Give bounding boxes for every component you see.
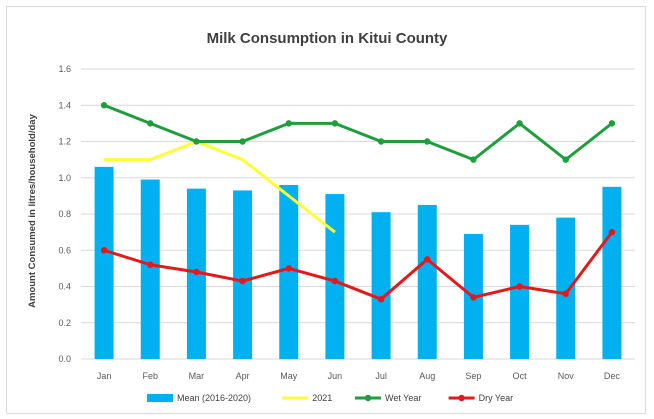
y-tick-label: 0.2	[58, 318, 71, 328]
bar-mean	[371, 212, 391, 359]
y-tick-label: 1.4	[58, 100, 71, 110]
series-line	[103, 231, 614, 301]
bar-mean	[140, 179, 160, 359]
legend-label: Dry Year	[479, 393, 514, 403]
legend-item: Mean (2016-2020)	[147, 393, 251, 403]
data-point	[239, 277, 246, 285]
bar-mean	[233, 190, 253, 359]
data-point	[470, 294, 477, 301]
x-tick-label: Jun	[328, 371, 343, 381]
series-line	[103, 103, 613, 162]
x-tick-label: Feb	[142, 371, 158, 381]
y-axis-label: Amount Consumed in litres/household/day	[27, 113, 38, 307]
series-2021	[104, 140, 336, 234]
legend-item: Dry Year	[448, 393, 514, 403]
x-tick-label: Apr	[236, 371, 250, 381]
data-point	[516, 120, 523, 127]
data-point	[285, 265, 292, 272]
gridlines	[81, 68, 635, 360]
data-point	[193, 268, 200, 276]
legend-item: 2021	[282, 393, 332, 403]
legend-swatch	[147, 394, 173, 402]
data-point	[377, 295, 385, 303]
data-point	[608, 228, 616, 236]
x-tick-label: Sep	[465, 371, 481, 381]
bar-mean	[94, 166, 114, 359]
milk-consumption-chart: Milk Consumption in Kitui County Amount …	[27, 30, 635, 403]
y-tick-label: 1.0	[58, 173, 71, 183]
x-tick-label: Dec	[604, 371, 621, 381]
data-point	[100, 247, 108, 254]
data-point	[331, 277, 339, 285]
data-point	[470, 156, 477, 163]
legend-marker	[364, 394, 372, 402]
chart-title: Milk Consumption in Kitui County	[207, 30, 448, 47]
y-tick-label: 0.6	[58, 245, 71, 255]
data-point	[147, 261, 154, 268]
x-tick-label: Oct	[513, 371, 528, 381]
legend: Mean (2016-2020) 2021 Wet Year Dry Year	[147, 393, 513, 403]
series-dry-year	[100, 228, 616, 303]
data-point	[147, 120, 154, 127]
data-point	[193, 138, 200, 145]
line-series	[100, 102, 616, 303]
y-tick-label: 1.6	[58, 64, 71, 74]
bar-mean	[510, 224, 530, 359]
data-point	[377, 138, 385, 145]
axis-ticks: 0.0 0.2 0.4 0.6 0.8 1.0 1.2 1.4 1.6 Jan Feb Mar Apr M…	[58, 64, 620, 381]
y-tick-label: 0.0	[58, 354, 71, 364]
x-tick-label: Jul	[375, 371, 387, 381]
data-point	[424, 256, 431, 263]
x-tick-label: Aug	[419, 371, 435, 381]
bar-mean	[602, 186, 622, 359]
x-tick-label: Jan	[97, 371, 112, 381]
data-point	[562, 290, 569, 297]
legend-label: Wet Year	[385, 393, 421, 403]
data-point	[239, 138, 246, 145]
y-tick-label: 0.8	[58, 209, 71, 219]
data-point	[285, 120, 292, 127]
data-point	[424, 138, 431, 145]
series-line	[104, 140, 336, 234]
data-point	[100, 102, 108, 109]
y-tick-label: 1.2	[58, 137, 71, 147]
series-wet-year	[100, 102, 616, 163]
data-point	[331, 120, 339, 127]
bar-mean	[417, 204, 437, 359]
legend-marker	[458, 394, 465, 402]
bar-mean	[279, 185, 299, 359]
legend-label: Mean (2016-2020)	[177, 393, 251, 403]
chart-frame: Milk Consumption in Kitui County Amount …	[6, 6, 646, 414]
data-point	[562, 156, 569, 163]
x-tick-label: Nov	[558, 371, 575, 381]
y-tick-label: 0.4	[58, 282, 71, 292]
x-tick-label: May	[280, 371, 298, 381]
x-tick-label: Mar	[189, 371, 205, 381]
legend-label: 2021	[312, 393, 332, 403]
bar-mean	[325, 194, 345, 359]
bar-series	[94, 166, 622, 359]
data-point	[608, 120, 616, 127]
bar-mean	[556, 217, 576, 359]
data-point	[516, 283, 523, 290]
legend-item: Wet Year	[355, 393, 421, 403]
